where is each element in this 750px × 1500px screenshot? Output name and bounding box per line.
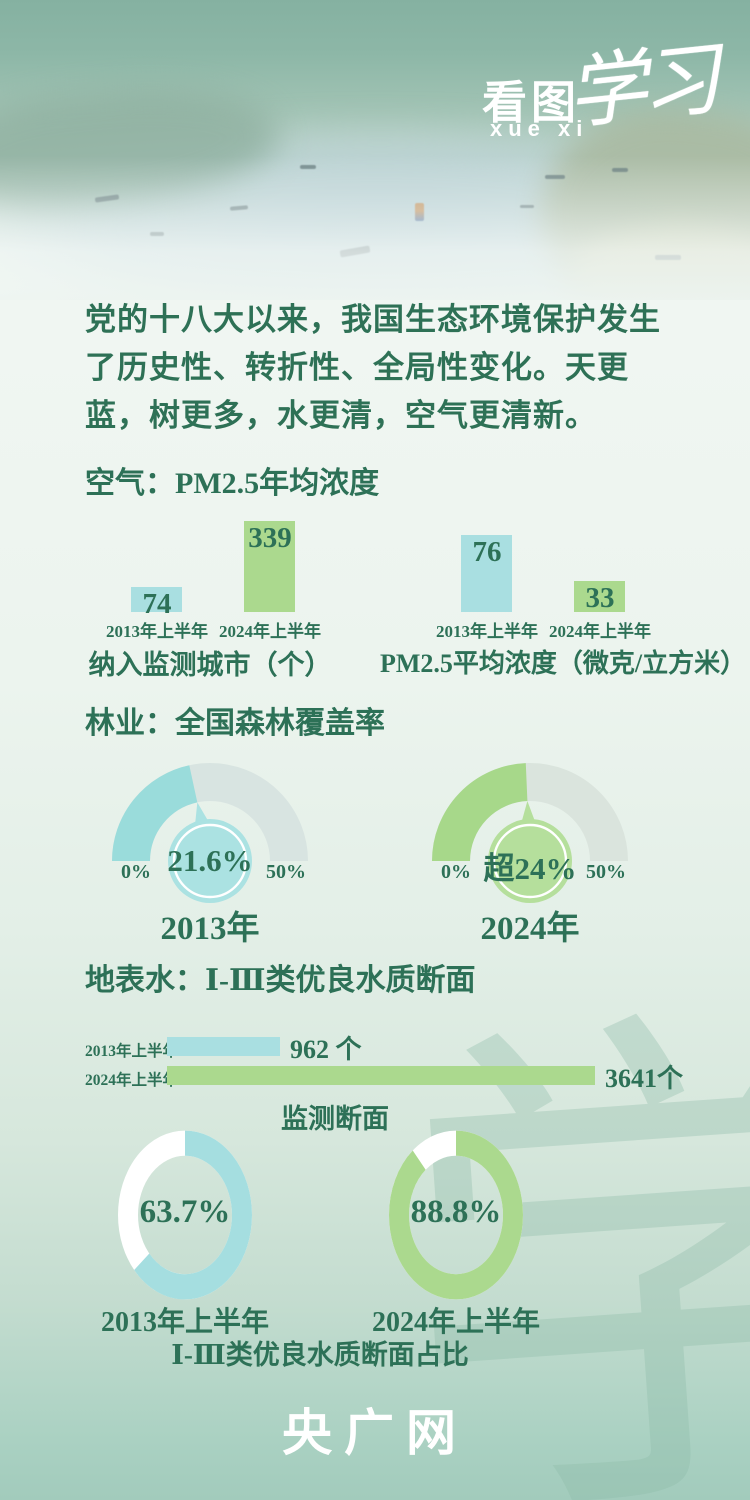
gauge-arc xyxy=(100,753,320,905)
donut-water-2024: 88.8% xyxy=(388,1128,524,1302)
donut-ring-svg xyxy=(389,1130,523,1300)
gauge-value: 21.6% xyxy=(167,843,253,878)
hbar-2024年上半年 xyxy=(167,1066,595,1085)
hbar-2013年上半年 xyxy=(167,1037,280,1056)
section-title-air: 空气：PM2.5年均浓度 xyxy=(85,467,380,500)
bar-value: 33 xyxy=(585,582,615,614)
donut-value: 88.8% xyxy=(410,1194,502,1230)
bar-value: 76 xyxy=(472,536,502,568)
kantu-xuexi-logo: 看图 xue xi 学习 xyxy=(470,30,730,160)
donut-value: 63.7% xyxy=(139,1194,231,1230)
hbar-caption: 监测断面 xyxy=(281,1104,389,1134)
chart-caption-cities: 纳入监测城市（个） xyxy=(88,650,332,680)
logo-xuexi-calligraphy: 学习 xyxy=(562,36,720,140)
bar-category-label: 2013年上半年 xyxy=(106,622,208,641)
donut-caption: Ⅰ-Ⅲ类优良水质断面占比 xyxy=(171,1340,469,1370)
section-title-water: 地表水：Ⅰ-Ⅲ类优良水质断面 xyxy=(85,964,476,997)
bar-category-label: 2013年上半年 xyxy=(436,622,538,641)
gauge-year-label: 2013年 xyxy=(160,911,260,947)
donut-ring xyxy=(388,1128,524,1302)
hbar-value: 3641个 xyxy=(605,1064,684,1093)
bar-2024年上半年 xyxy=(574,581,625,612)
section-title-forest: 林业：全国森林覆盖率 xyxy=(85,707,385,740)
gauge-forest-2024: 超24% 0% 50% 2024年 xyxy=(420,753,640,948)
bar-category-label: 2024年上半年 xyxy=(549,622,651,641)
bar-category-label: 2024年上半年 xyxy=(219,622,321,641)
intro-paragraph: 党的十八大以来，我国生态环境保护发生了历史性、转折性、全局性变化。天更蓝，树更多… xyxy=(85,302,661,433)
gauge-arc-svg xyxy=(112,763,308,903)
donut-label-2024: 2024年上半年 xyxy=(371,1307,540,1338)
donut-water-2013: 63.7% xyxy=(117,1128,253,1302)
hbar-value: 962 个 xyxy=(290,1035,362,1064)
bar-chart-pm25-concentration: 76 2013年上半年 33 2024年上半年 xyxy=(430,520,720,645)
bar-value: 339 xyxy=(248,522,292,554)
gauge-arc-svg xyxy=(432,763,628,903)
header-mist-fade xyxy=(0,0,750,300)
bar-value: 74 xyxy=(142,588,172,620)
hbar-row-label: 2024年上半年 xyxy=(85,1072,179,1089)
gauge-arc xyxy=(420,753,640,905)
bar-chart-monitored-cities: 74 2013年上半年 339 2024年上半年 xyxy=(100,520,321,645)
hbar-chart-monitoring-sections: 2013年上半年 962 个 2024年上半年 3641个 xyxy=(85,1026,730,1101)
gauge-pointer xyxy=(195,802,208,824)
gauge-value: 超24% xyxy=(483,851,577,886)
logo-kantu-text: 看图 xyxy=(482,77,581,128)
gauge-forest-2013: 21.6% 0% 50% 2013年 xyxy=(100,753,320,948)
gauge-year-label: 2024年 xyxy=(480,911,580,947)
donut-ring-svg xyxy=(118,1130,252,1300)
header-photo: 看图 xue xi 学习 xyxy=(0,0,750,300)
cnr-logo: 央广网 xyxy=(282,1405,468,1461)
logo-pinyin-text: xue xi xyxy=(490,116,589,141)
gauge-axis-max: 50% xyxy=(266,861,306,883)
bar-2013年上半年 xyxy=(131,587,182,612)
donut-ring xyxy=(117,1128,253,1302)
donut-label-2013: 2013年上半年 xyxy=(100,1307,269,1338)
chart-caption-pm25: PM2.5平均浓度（微克/立方米） xyxy=(380,649,747,678)
bar-2013年上半年 xyxy=(461,535,512,612)
gauge-pointer xyxy=(521,801,535,822)
bar-2024年上半年 xyxy=(244,521,295,612)
gauge-axis-max: 50% xyxy=(586,861,626,883)
gauge-axis-min: 0% xyxy=(441,861,471,883)
gauge-axis-min: 0% xyxy=(121,861,151,883)
hbar-row-label: 2013年上半年 xyxy=(85,1043,179,1060)
